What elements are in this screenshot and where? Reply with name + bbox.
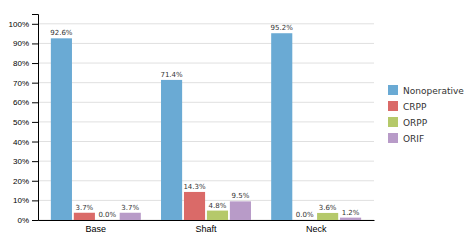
- grid-line: [38, 23, 374, 24]
- legend-label: CRPP: [403, 102, 427, 112]
- y-tick-label: 80%: [13, 59, 29, 68]
- y-tick-mark: [32, 24, 38, 25]
- bar: [340, 218, 361, 220]
- y-tick: 40%: [13, 138, 38, 147]
- bar: [184, 192, 205, 220]
- plot: 92.6% 71.4% 95.2% 3.7% 14.3% 0.0% 0.0% 4.8% 3.6%…: [9, 15, 375, 235]
- bar: [161, 80, 182, 220]
- y-tick-mark: [32, 161, 38, 162]
- data-label: 95.2%: [271, 24, 294, 32]
- y-tick-label: 40%: [13, 138, 29, 147]
- y-tick: 80%: [13, 59, 38, 68]
- y-tick: 30%: [13, 157, 38, 166]
- y-tick-label: 70%: [13, 79, 29, 88]
- y-tick-label: 10%: [13, 196, 29, 205]
- data-label: 92.6%: [50, 29, 73, 37]
- legend-label: ORIF: [403, 134, 424, 144]
- data-label: 71.4%: [160, 71, 183, 79]
- y-tick-label: 0%: [17, 216, 29, 225]
- grid-line: [38, 121, 374, 122]
- y-tick-mark: [32, 181, 38, 182]
- x-tick: Shaft: [195, 224, 217, 234]
- bar: [74, 213, 95, 220]
- bar: [207, 211, 228, 220]
- y-tick-mark: [32, 63, 38, 64]
- y-tick-mark: [32, 220, 38, 221]
- bar: [271, 33, 292, 220]
- y-tick-label: 90%: [13, 39, 29, 48]
- data-labels: 92.6% 71.4% 95.2% 3.7% 14.3% 0.0% 0.0% 4.8% 3.6%…: [50, 24, 360, 219]
- x-axis: Base Shaft Neck: [39, 221, 375, 235]
- y-tick-mark: [32, 83, 38, 84]
- legend-item: ORIF: [388, 133, 424, 144]
- data-label: 3.7%: [121, 204, 139, 212]
- y-tick: 100%: [9, 20, 38, 29]
- y-axis: 0% 10% 20% 30% 40% 50% 60% 70% 80% 90% 100%: [9, 15, 39, 226]
- data-label: 14.3%: [183, 183, 206, 191]
- grid-line: [38, 43, 374, 44]
- x-tick-label: Shaft: [195, 224, 217, 234]
- legend-item: ORPP: [388, 117, 428, 128]
- grid-line: [38, 141, 374, 142]
- y-tick-label: 60%: [13, 98, 29, 107]
- y-tick-mark: [32, 200, 38, 201]
- y-tick: 70%: [13, 79, 38, 88]
- legend-swatch: [388, 117, 398, 127]
- grid-line: [38, 82, 374, 83]
- data-label: 3.7%: [75, 204, 93, 212]
- data-label: 3.6%: [319, 204, 337, 212]
- x-axis-line: [39, 220, 375, 221]
- y-tick: 10%: [13, 196, 38, 205]
- y-tick-mark: [32, 102, 38, 103]
- legend-label: ORPP: [403, 118, 428, 128]
- y-tick-label: 50%: [13, 118, 29, 127]
- y-axis-line: [32, 15, 39, 221]
- grid-line: [38, 102, 374, 103]
- y-tick-mark: [32, 142, 38, 143]
- x-tick-label: Neck: [306, 224, 327, 234]
- y-tick: 60%: [13, 98, 38, 107]
- legend: Nonoperative CRPP ORPP ORIF: [388, 85, 464, 144]
- bars: [51, 33, 361, 220]
- bar: [317, 213, 338, 220]
- y-tick: 90%: [13, 39, 38, 48]
- grid-line: [38, 200, 374, 201]
- bar: [120, 213, 141, 220]
- bar: [230, 201, 251, 220]
- data-label: 1.2%: [342, 209, 360, 217]
- y-tick: 50%: [13, 118, 38, 127]
- x-tick: Base: [86, 224, 107, 234]
- legend-label: Nonoperative: [403, 86, 464, 96]
- chart: 92.6% 71.4% 95.2% 3.7% 14.3% 0.0% 0.0% 4.8% 3.6%…: [0, 0, 474, 242]
- bar: [51, 38, 72, 220]
- grid-line: [38, 180, 374, 181]
- y-tick-label: 30%: [13, 157, 29, 166]
- y-tick-mark: [32, 43, 38, 44]
- legend-swatch: [388, 85, 398, 95]
- legend-item: CRPP: [388, 101, 427, 112]
- y-tick-label: 100%: [9, 20, 29, 29]
- grid-line: [38, 63, 374, 64]
- grid-line: [38, 161, 374, 162]
- y-tick: 20%: [13, 177, 38, 186]
- legend-swatch: [388, 133, 398, 143]
- data-label: 0.0%: [296, 211, 314, 219]
- x-tick-label: Base: [86, 224, 107, 234]
- bar: [294, 220, 315, 221]
- y-tick-mark: [32, 122, 38, 123]
- y-tick: 0%: [17, 216, 38, 225]
- legend-swatch: [388, 101, 398, 111]
- y-tick-label: 20%: [13, 177, 29, 186]
- grid: [38, 24, 374, 220]
- bar: [97, 220, 118, 221]
- x-tick: Neck: [306, 224, 327, 234]
- legend-item: Nonoperative: [388, 85, 464, 96]
- data-label: 4.8%: [209, 202, 227, 210]
- data-label: 0.0%: [98, 211, 116, 219]
- data-label: 9.5%: [232, 192, 250, 200]
